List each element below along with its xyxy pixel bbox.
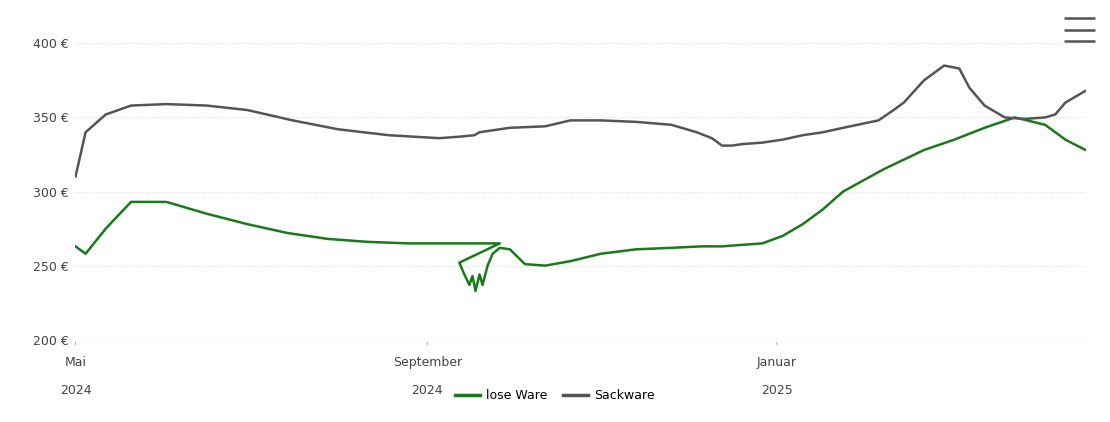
- Legend: lose Ware, Sackware: lose Ware, Sackware: [451, 384, 659, 407]
- Text: Mai: Mai: [64, 356, 87, 369]
- Text: September: September: [393, 356, 462, 369]
- Text: 2024: 2024: [60, 384, 91, 398]
- Text: 2024: 2024: [412, 384, 443, 398]
- Text: Januar: Januar: [757, 356, 797, 369]
- Text: 2025: 2025: [761, 384, 793, 398]
